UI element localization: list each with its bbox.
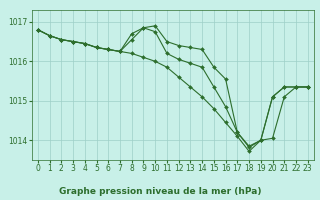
Text: Graphe pression niveau de la mer (hPa): Graphe pression niveau de la mer (hPa) (59, 187, 261, 196)
